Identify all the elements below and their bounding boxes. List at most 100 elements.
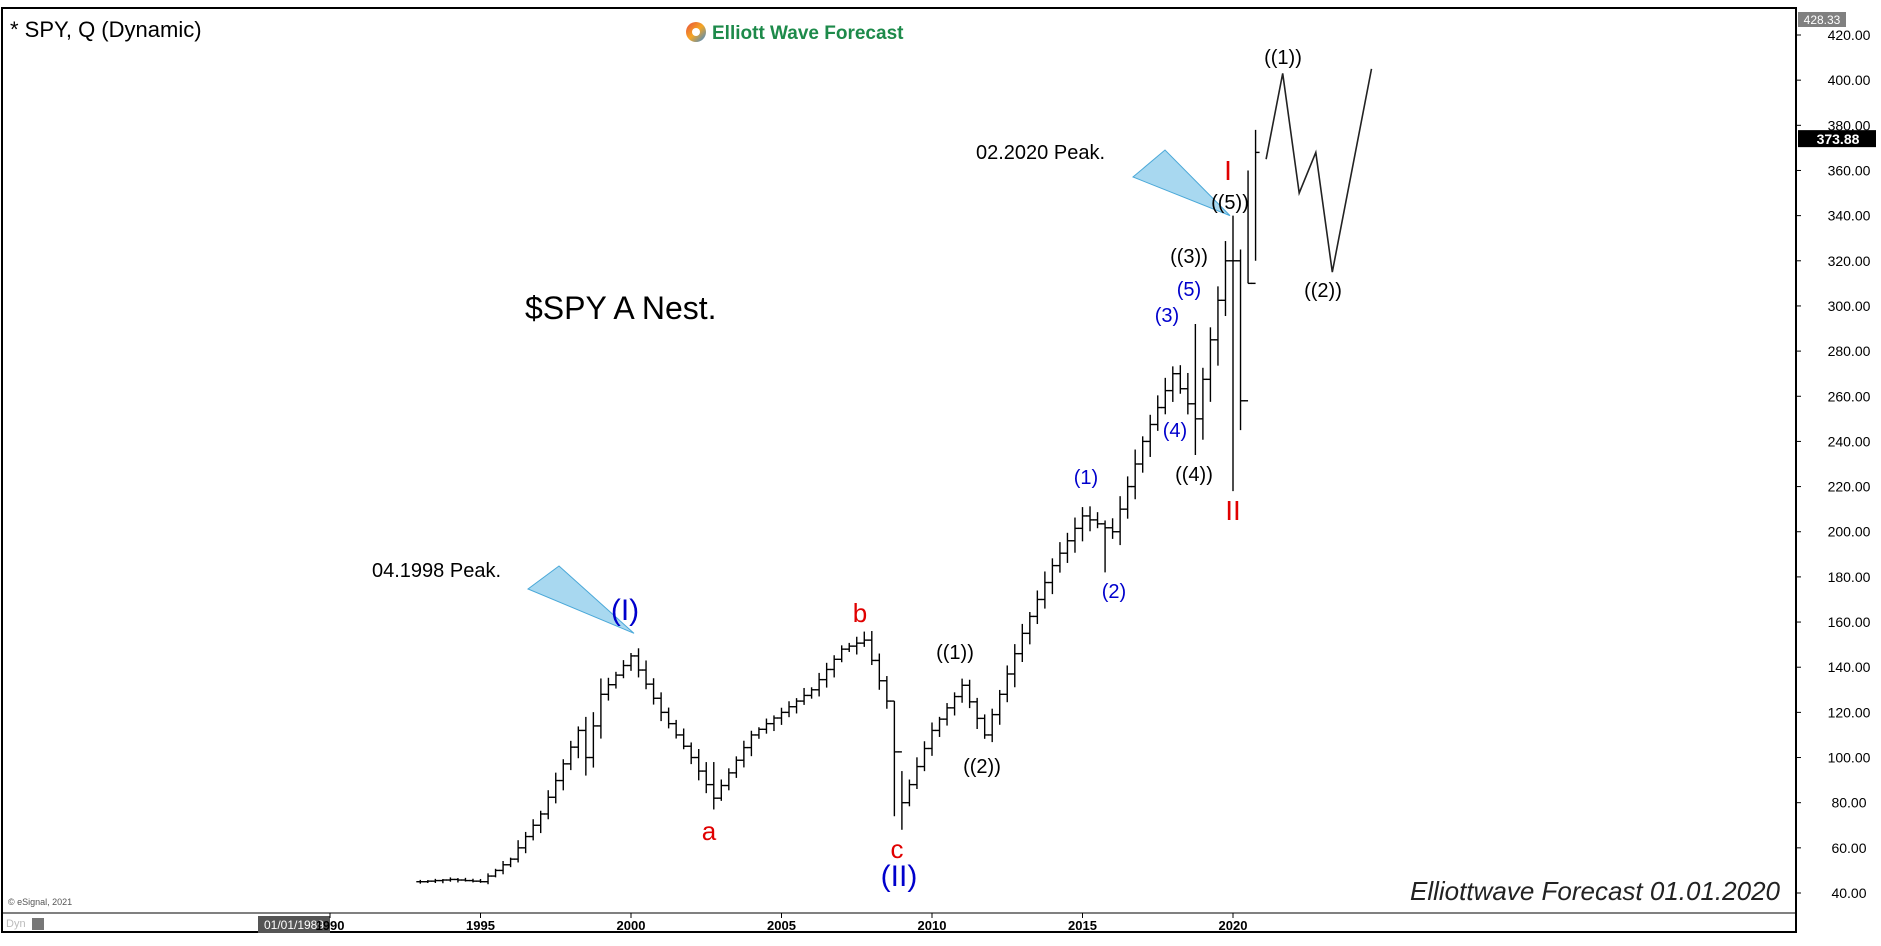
y-tick-label: 300.00 <box>1828 298 1871 314</box>
ohlc-bar <box>807 687 816 699</box>
ohlc-bar <box>491 868 500 878</box>
ohlc-bar <box>694 749 703 781</box>
ohlc-bar <box>1191 324 1200 455</box>
ohlc-bar <box>679 728 688 750</box>
wave-label: ((4)) <box>1175 464 1213 486</box>
ohlc-bar <box>536 810 545 834</box>
brand-logo: Elliott Wave Forecast <box>686 22 904 44</box>
y-tick-label: 60.00 <box>1831 840 1866 856</box>
y-tick-label: 360.00 <box>1828 162 1871 178</box>
wave-label: II <box>1225 495 1241 526</box>
ohlc-bar <box>1025 612 1034 645</box>
callout-pointer <box>526 565 635 634</box>
ohlc-bar <box>431 878 440 884</box>
ohlc-bar <box>1101 520 1110 573</box>
price-bars <box>416 129 1260 885</box>
y-axis: 40.00 60.00 80.00 100.00 120.00 140.00 160.00 1… <box>1796 27 1871 901</box>
ohlc-bar <box>1055 542 1064 573</box>
ohlc-bar <box>1229 215 1237 492</box>
ohlc-bar <box>965 679 974 709</box>
ohlc-bar <box>988 708 997 743</box>
ohlc-bar <box>619 660 628 679</box>
wave-label: (2) <box>1102 581 1126 603</box>
ohlc-bar <box>559 759 568 791</box>
ohlc-bar <box>867 631 876 666</box>
ohlc-bar <box>875 653 884 690</box>
wave-label: (1) <box>1074 467 1098 489</box>
ohlc-bar <box>747 730 756 757</box>
wave-label: (3) <box>1155 305 1179 327</box>
ohlc-bar <box>634 648 643 678</box>
ohlc-bar <box>732 756 741 778</box>
ohlc-bar <box>1221 241 1230 317</box>
ohlc-bar <box>1003 665 1012 703</box>
dyn-label: Dyn <box>6 918 26 930</box>
x-tick-label: 1990 <box>316 918 345 933</box>
ohlc-bar <box>1168 366 1177 402</box>
ohlc-bar <box>1040 571 1049 609</box>
ohlc-bar <box>950 692 959 716</box>
ohlc-bar <box>890 700 899 817</box>
ohlc-bar <box>1108 518 1117 539</box>
y-tick-label: 220.00 <box>1828 479 1871 495</box>
y-tick-label: 100.00 <box>1828 750 1871 766</box>
ohlc-bar <box>928 722 936 756</box>
ohlc-bar <box>785 701 794 718</box>
ohlc-bar <box>943 703 952 726</box>
ohlc-bar <box>882 676 891 709</box>
ohlc-bar <box>611 671 620 689</box>
watermark-text: Elliottwave Forecast 01.01.2020 <box>1410 876 1781 906</box>
brand-text: Elliott Wave Forecast <box>712 23 904 44</box>
ohlc-bar <box>980 714 989 739</box>
wave-label: ((2)) <box>963 756 1001 778</box>
ohlc-bar <box>589 712 598 768</box>
ohlc-bar <box>453 878 462 883</box>
ohlc-bar <box>1010 644 1019 688</box>
projection-line <box>1265 68 1373 273</box>
ohlc-bar <box>423 880 432 884</box>
ohlc-bar <box>627 652 635 671</box>
wave-label: I <box>1224 155 1232 186</box>
ohlc-bar <box>1078 507 1087 542</box>
ohlc-bar <box>837 645 846 663</box>
axis-high-tag: 428.33 <box>1798 12 1846 27</box>
ohlc-bar <box>551 772 560 804</box>
ohlc-bar <box>709 762 718 810</box>
wave-labels: (I)(II)abcIII((1))((2))((3))((4))((5))((… <box>611 47 1342 893</box>
ohlc-bar <box>830 655 839 678</box>
y-tick-label: 140.00 <box>1828 659 1871 675</box>
ohlc-bar <box>1048 558 1057 595</box>
wave-label: b <box>853 598 867 628</box>
ohlc-bar <box>468 878 477 883</box>
ohlc-bar <box>566 740 575 771</box>
ohlc-bar <box>973 697 982 729</box>
ohlc-bar <box>860 631 869 647</box>
ohlc-bar <box>506 857 515 868</box>
x-tick-label: 2010 <box>918 918 947 933</box>
copyright-text: © eSignal, 2021 <box>8 897 72 907</box>
wave-label: (5) <box>1177 279 1201 301</box>
ohlc-bar <box>664 707 673 729</box>
ohlc-bar <box>514 840 523 863</box>
ohlc-bar <box>852 636 861 655</box>
ohlc-bar <box>717 779 726 801</box>
x-tick-label: 2005 <box>767 918 796 933</box>
wave-label: ((1)) <box>936 642 974 664</box>
date-badge-bg <box>258 916 330 933</box>
ohlc-bar <box>815 672 824 697</box>
ohlc-bar <box>1244 170 1253 402</box>
ohlc-bar <box>657 692 666 722</box>
y-tick-label: 180.00 <box>1828 569 1871 585</box>
ohlc-bar <box>1123 476 1132 519</box>
ohlc-bar <box>935 716 944 737</box>
ohlc-bar <box>905 779 914 807</box>
chart-title: * SPY, Q (Dynamic) <box>10 17 202 42</box>
wave-label: ((3)) <box>1170 246 1208 268</box>
last-price-tag-bg <box>1798 130 1876 148</box>
ohlc-bar <box>777 707 786 725</box>
chart-subtitle: $SPY A Nest. <box>525 290 717 326</box>
ohlc-bar <box>1093 512 1102 529</box>
y-tick-label: 380.00 <box>1828 117 1871 133</box>
